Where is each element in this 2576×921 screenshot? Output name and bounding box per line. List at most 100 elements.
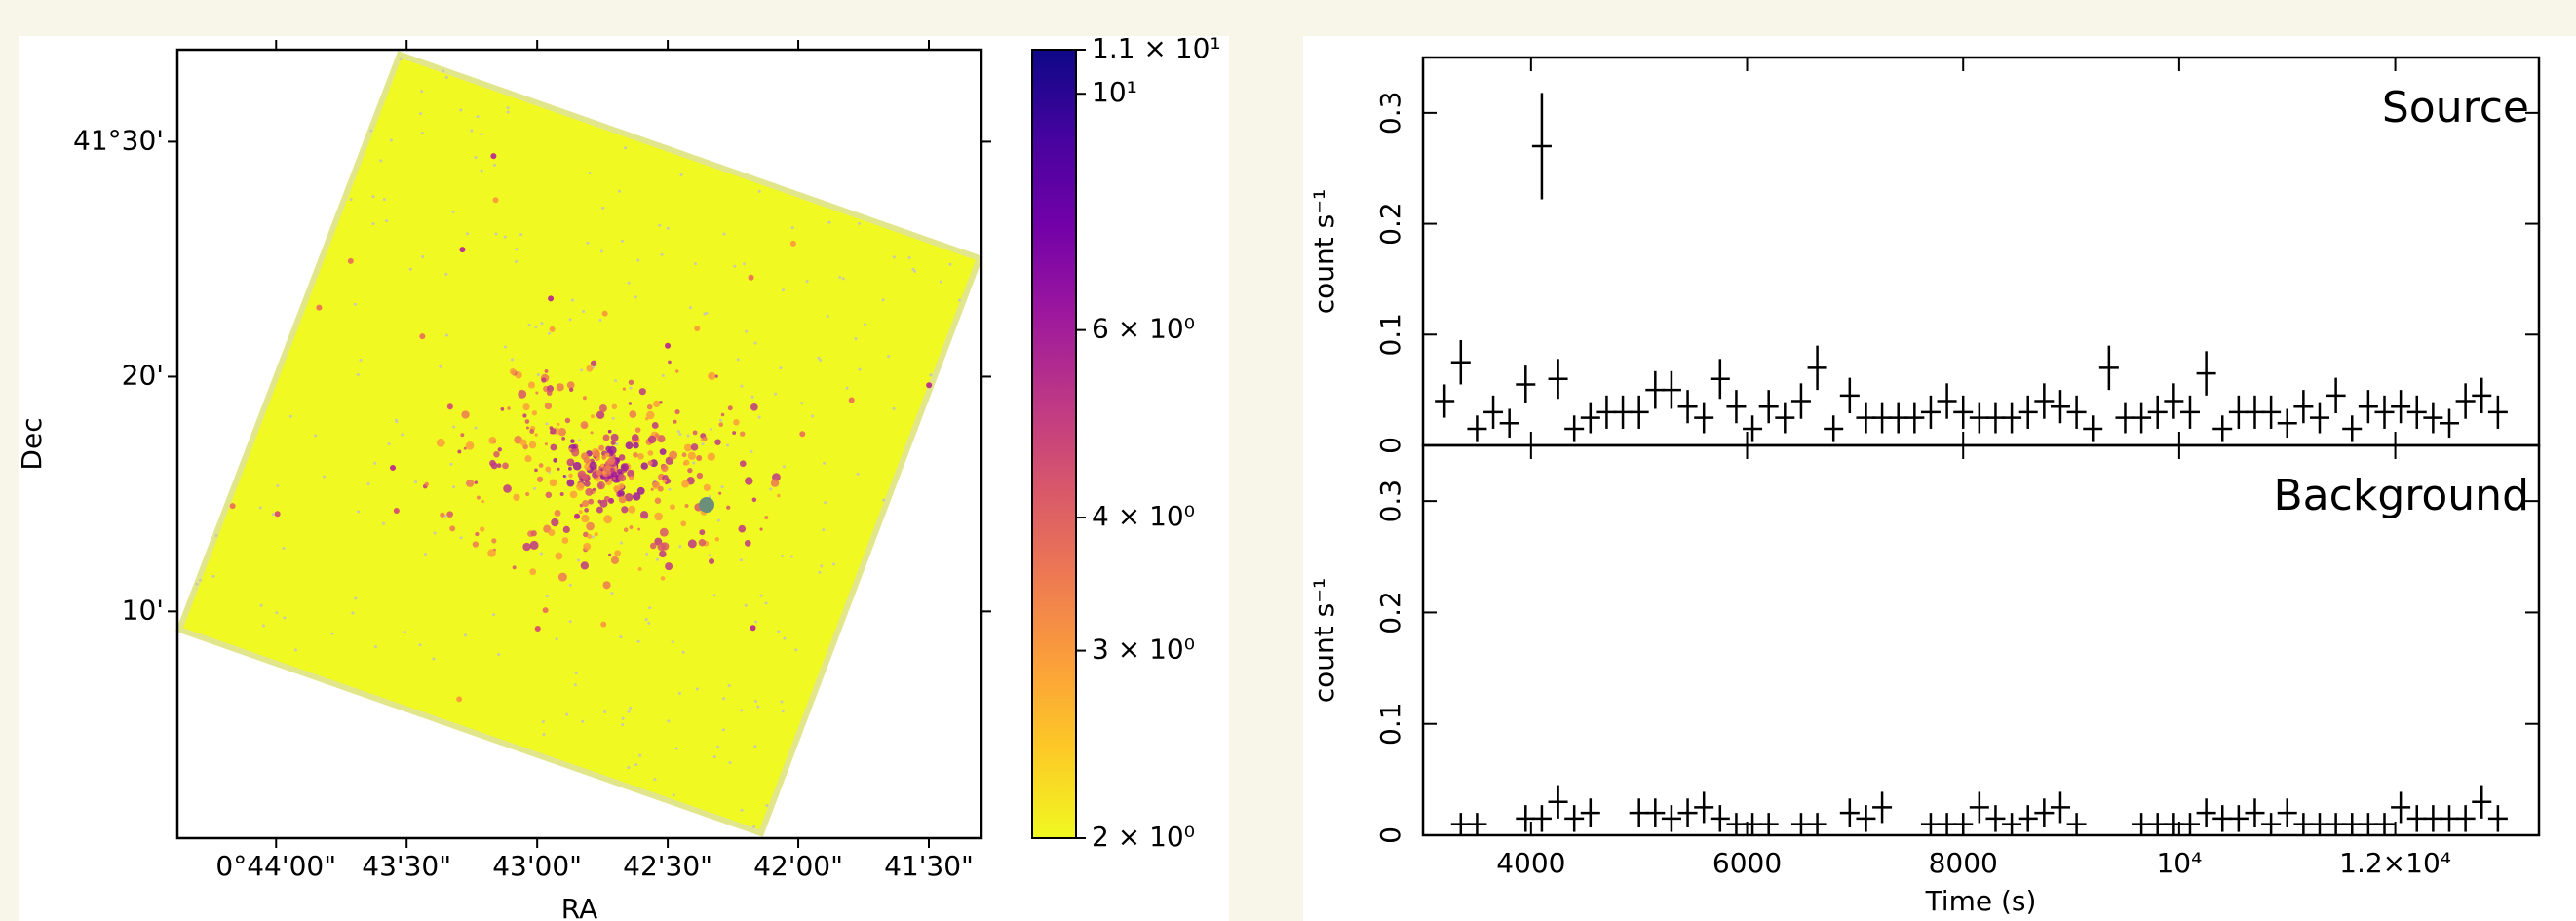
sky-feature <box>607 429 612 434</box>
error-point <box>1937 383 1957 419</box>
error-point <box>2358 390 2378 424</box>
y-tick-label: 0 <box>1374 826 1406 844</box>
sky-feature <box>649 542 657 550</box>
sky-feature <box>592 487 596 491</box>
sky-speck <box>568 620 572 624</box>
sky-feature <box>557 427 566 437</box>
sky-speck <box>712 594 716 597</box>
sky-speck <box>644 618 648 622</box>
sky-feature <box>644 416 649 421</box>
sky-speck <box>259 603 263 607</box>
sky-feature <box>733 419 740 426</box>
y-tick-label: 41°30' <box>73 124 164 156</box>
sky-speck <box>701 442 705 446</box>
sky-speck <box>539 552 543 556</box>
sky-speck <box>754 620 758 624</box>
colorbar-tick-label: 1.1 × 10¹ <box>1092 32 1221 64</box>
sky-feature <box>680 520 687 527</box>
sky-feature <box>390 464 397 471</box>
sky-feature <box>466 479 475 487</box>
sky-feature <box>709 557 715 565</box>
sky-feature <box>627 469 635 478</box>
sky-feature <box>436 438 445 447</box>
sky-feature <box>662 479 667 483</box>
y-tick-label: 0.1 <box>1374 702 1406 746</box>
sky-speck <box>777 630 781 633</box>
sky-speck <box>492 613 496 617</box>
sky-feature <box>572 461 582 471</box>
sky-feature <box>546 390 553 396</box>
sky-feature <box>718 422 724 428</box>
sky-speck <box>939 280 942 284</box>
error-point <box>1564 415 1585 442</box>
sky-feature <box>603 515 613 524</box>
sky-feature <box>639 511 649 519</box>
sky-feature <box>610 433 619 441</box>
sky-speck <box>811 414 815 418</box>
sky-feature <box>588 498 595 505</box>
error-point <box>2261 395 2282 429</box>
sky-speck <box>470 129 474 133</box>
sky-speck <box>740 709 744 712</box>
sky-speck <box>753 699 757 703</box>
sky-speck <box>443 515 447 518</box>
sky-feature <box>610 471 618 479</box>
sky-speck <box>395 418 399 422</box>
sky-feature <box>599 499 608 508</box>
error-point <box>2132 402 2152 434</box>
sky-feature <box>745 477 753 485</box>
error-point <box>2196 798 2216 827</box>
sky-speck <box>542 733 546 737</box>
error-point <box>2487 805 2508 832</box>
error-point <box>2002 402 2022 434</box>
error-point <box>1856 805 1876 832</box>
sky-feature <box>759 527 763 531</box>
sky-feature <box>559 492 564 496</box>
sky-feature <box>500 407 505 411</box>
sky-feature <box>665 342 672 349</box>
sky-speck <box>892 406 896 410</box>
sky-feature <box>628 505 636 514</box>
sky-feature <box>596 506 603 514</box>
error-point <box>1710 805 1730 832</box>
sky-feature <box>659 550 667 558</box>
error-point <box>1839 798 1860 827</box>
sky-feature <box>513 493 520 501</box>
sky-feature <box>553 457 558 463</box>
sky-feature <box>424 481 429 487</box>
sky-feature <box>535 391 539 395</box>
sky-feature <box>568 447 572 451</box>
sky-feature <box>524 455 532 463</box>
sky-speck <box>403 630 406 633</box>
sky-feature <box>582 499 590 508</box>
sky-feature <box>617 468 623 474</box>
sky-speck <box>527 323 531 326</box>
sky-feature <box>668 360 672 365</box>
error-point <box>2018 395 2038 429</box>
sky-speck <box>459 536 463 540</box>
sky-feature <box>440 512 445 518</box>
sky-feature <box>608 497 615 504</box>
sky-speck <box>519 233 523 237</box>
sky-speck <box>841 277 845 281</box>
sky-feature <box>620 463 629 472</box>
sky-feature <box>623 527 629 532</box>
error-point <box>2374 813 2395 835</box>
sky-speck <box>782 465 786 469</box>
x-tick-label: 43'30" <box>362 850 451 882</box>
sky-speck <box>258 506 262 510</box>
sky-speck <box>805 280 809 284</box>
sky-feature <box>669 450 678 460</box>
sky-feature <box>652 481 661 489</box>
sky-feature <box>602 434 610 441</box>
sky-feature <box>590 360 597 366</box>
sky-speck <box>615 442 619 446</box>
sky-feature <box>654 497 662 504</box>
sky-speck <box>765 804 769 808</box>
error-point <box>2277 798 2297 827</box>
error-point <box>2487 395 2508 429</box>
sky-speck <box>463 633 467 637</box>
error-point <box>1726 390 1747 424</box>
sky-speck <box>892 255 896 259</box>
sky-speck <box>353 302 357 306</box>
